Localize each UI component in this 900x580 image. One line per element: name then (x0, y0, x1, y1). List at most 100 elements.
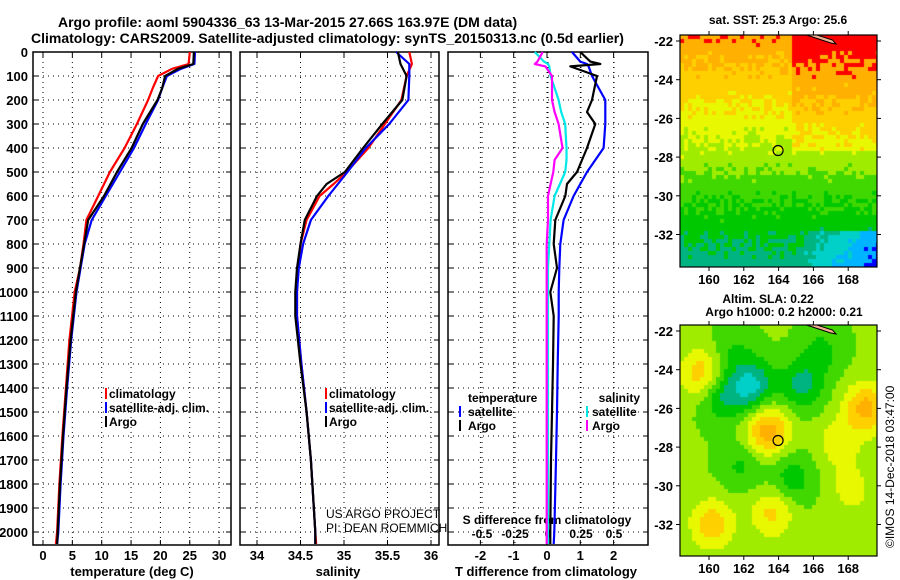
lon-tick-label: 160 (698, 272, 720, 287)
lat-tick-label: -22 (654, 324, 673, 339)
sst-map-frame (679, 34, 878, 268)
depth-tick-label: 200 (6, 93, 28, 108)
credit-line1: US ARGO PROJECT (326, 507, 441, 521)
temperature-frame (32, 51, 232, 546)
legend-label: Argo (468, 419, 496, 433)
argo-profile-location-marker (772, 434, 784, 447)
temperature-tick-label: 15 (124, 548, 138, 563)
depth-tick-label: 1500 (0, 405, 28, 420)
depth-tick-label: 1700 (0, 453, 28, 468)
lat-tick-label: -26 (654, 401, 673, 416)
legend-swatch (586, 420, 588, 431)
temperature-tick-label: 20 (153, 548, 167, 563)
new-caledonia-land (806, 34, 838, 45)
temperature-tick-label: 5 (69, 548, 76, 563)
depth-tick-label: 600 (6, 189, 28, 204)
temperature-series-satellite (56, 51, 197, 545)
sst-map-title: sat. SST: 25.3 Argo: 25.6 (709, 13, 848, 27)
sla-map-image (680, 325, 877, 556)
legend-label: climatology (329, 387, 396, 401)
legend-title-temperature: temperature (468, 391, 538, 405)
lat-tick-label: -28 (654, 440, 673, 455)
legend-label: satellite-adj. clim. (329, 401, 429, 415)
depth-tick-label: 1000 (0, 285, 28, 300)
lon-tick-label: 164 (768, 272, 790, 287)
s-diff-tick-label: -0.5 (472, 527, 493, 541)
temperature-series-argo (56, 51, 195, 545)
lon-tick-label: 166 (803, 272, 825, 287)
temperature-axis-label: temperature (deg C) (70, 564, 194, 579)
sla-map-subtitle: Argo h1000: 0.2 h2000: 0.21 (705, 305, 863, 319)
sst-map-image (680, 35, 877, 267)
temperature-tick-label: 25 (183, 548, 197, 563)
depth-tick-label: 700 (6, 213, 28, 228)
t-diff-tick-label: 1 (577, 548, 584, 563)
salinity-series-satellite (295, 51, 411, 544)
depth-tick-label: 500 (6, 165, 28, 180)
salinity-tick-label: 36 (424, 548, 438, 563)
lon-tick-label: 168 (837, 561, 859, 576)
salinity-tick-label: 34 (250, 548, 265, 563)
lat-tick-label: -30 (654, 479, 673, 494)
credit-line2: PI: DEAN ROEMMICH (326, 521, 447, 535)
salinity-tick-label: 35 (337, 548, 351, 563)
s-diff-series-argo (533, 51, 564, 544)
legend-swatch (325, 402, 327, 413)
figure-title-line2: Climatology: CARS2009. Satellite-adjuste… (31, 30, 624, 46)
lat-tick-label: -32 (654, 228, 673, 243)
t-diff-tick-label: -1 (508, 548, 520, 563)
lon-tick-label: 164 (768, 561, 790, 576)
depth-tick-label: 1100 (0, 309, 28, 324)
lat-tick-label: -24 (654, 363, 674, 378)
argo-profile-location-marker (772, 144, 784, 157)
lat-tick-label: -32 (654, 518, 673, 533)
depth-tick-label: 900 (6, 261, 28, 276)
depth-tick-label: 300 (6, 117, 28, 132)
t-diff-series-argo (549, 51, 602, 544)
depth-tick-label: 2000 (0, 525, 28, 540)
depth-tick-label: 1900 (0, 501, 28, 516)
lat-tick-label: -26 (654, 111, 673, 126)
legend-swatch (325, 416, 327, 427)
legend-label: Argo (329, 415, 357, 429)
sla-map-title: Altim. SLA: 0.22 (722, 292, 814, 306)
depth-tick-label: 1800 (0, 477, 28, 492)
salinity-series-climatology (295, 51, 413, 545)
legend-label: climatology (109, 387, 176, 401)
legend-label: satellite (468, 405, 513, 419)
s-diff-tick-label: 0.5 (606, 527, 623, 541)
legend-label: Argo (592, 419, 620, 433)
sla-map-frame (679, 324, 878, 557)
t-diff-tick-label: 0 (543, 548, 550, 563)
t-diff-tick-label: -2 (475, 548, 487, 563)
imos-timestamp: ©IMOS 14-Dec-2018 03:47:00 (883, 385, 897, 548)
legend-swatch (459, 420, 461, 431)
lon-tick-label: 168 (837, 272, 859, 287)
legend-swatch (459, 406, 461, 417)
legend-swatch (105, 402, 107, 413)
lon-tick-label: 162 (733, 561, 755, 576)
salinity-series-argo (294, 51, 408, 544)
depth-tick-label: 0 (21, 45, 28, 60)
depth-tick-label: 1600 (0, 429, 28, 444)
temperature-tick-label: 10 (94, 548, 108, 563)
depth-tick-label: 100 (6, 69, 28, 84)
legend-label: Argo (109, 415, 137, 429)
depth-tick-label: 400 (6, 141, 28, 156)
t-diff-axis-label: T difference from climatology (455, 564, 638, 579)
t-diff-series-satellite (552, 51, 607, 545)
salinity-panel: 34 34.5 35 35.5 36 salinity climatologysatelli… (239, 51, 447, 579)
salinity-frame (239, 51, 440, 546)
salinity-tick-label: 34.5 (288, 548, 313, 563)
temperature-panel: 0 5 10 15 20 25 30 temperature (deg C) climatolo… (32, 51, 232, 579)
lat-tick-label: -30 (654, 189, 673, 204)
depth-tick-label: 1200 (0, 333, 28, 348)
lon-tick-label: 160 (698, 561, 720, 576)
salinity-axis-label: salinity (316, 564, 362, 579)
sla-map-axes: 160 162 164 166 168 -22 -24 -26 -28 -30 -32 Altim. … (654, 292, 881, 576)
lon-tick-label: 162 (733, 272, 755, 287)
legend-swatch (325, 388, 327, 399)
temperature-tick-label: 30 (212, 548, 226, 563)
